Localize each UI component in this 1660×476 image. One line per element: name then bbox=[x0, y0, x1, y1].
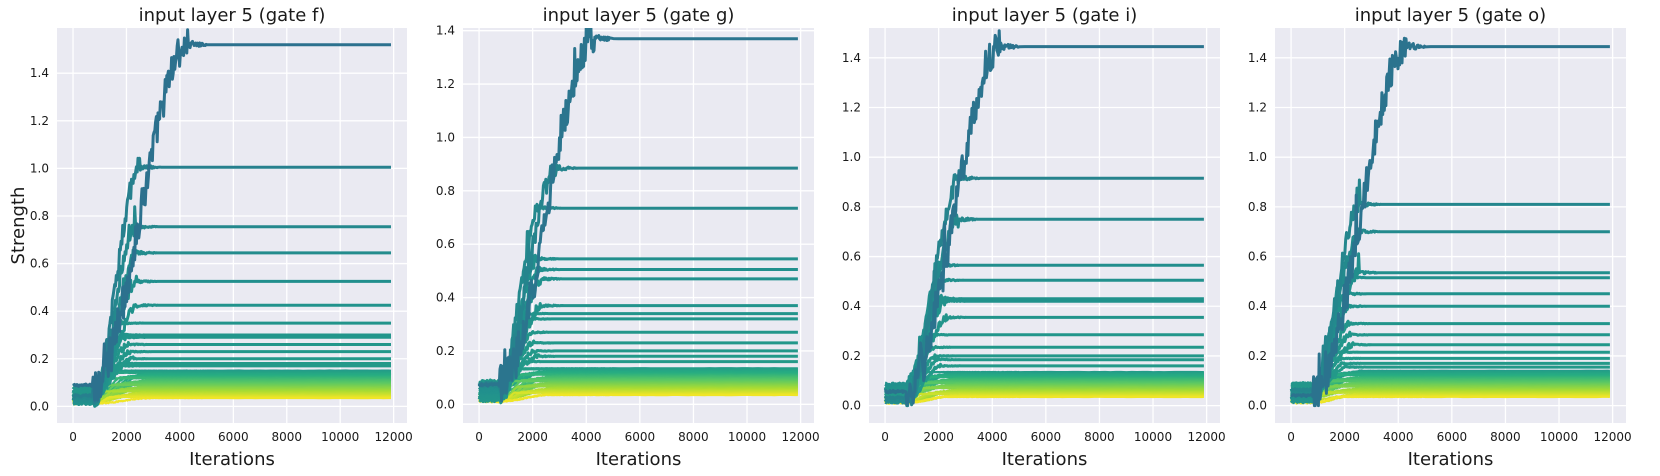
x-tick-label: 10000 bbox=[1134, 430, 1172, 444]
x-tick-label: 12000 bbox=[375, 430, 413, 444]
chart-panel-2: 0 2000 4000 6000 8000 10000 12000 0.0 0.2 0.4 0.6 0… bbox=[436, 5, 820, 470]
y-tick-label: 0.8 bbox=[436, 184, 455, 198]
y-tick-label: 0.6 bbox=[842, 250, 861, 264]
chart-title: input layer 5 (gate f) bbox=[139, 5, 326, 26]
x-tick-label: 2000 bbox=[1329, 430, 1360, 444]
series-group bbox=[883, 29, 1204, 408]
y-tick-label: 0.8 bbox=[842, 200, 861, 214]
chart-panel-4: 0 2000 4000 6000 8000 10000 12000 0.0 0.2 0.4 0.6 0… bbox=[1248, 5, 1632, 470]
x-tick-label: 8000 bbox=[1084, 430, 1115, 444]
series-line bbox=[884, 274, 1204, 391]
y-tick-label: 1.4 bbox=[436, 24, 455, 38]
y-tick-label: 0.2 bbox=[30, 352, 49, 366]
x-tick-label: 12000 bbox=[782, 430, 820, 444]
x-tick-label: 12000 bbox=[1188, 430, 1226, 444]
chart-panel-1: 0 2000 4000 6000 8000 10000 12000 0.0 0.2 0.4 0.6 0… bbox=[8, 5, 413, 470]
y-tick-label: 0.4 bbox=[30, 304, 49, 318]
x-tick-label: 10000 bbox=[728, 430, 766, 444]
series-group bbox=[1289, 36, 1610, 408]
series-line bbox=[1290, 36, 1610, 408]
y-tick-label: 0.6 bbox=[1248, 250, 1267, 264]
x-tick-label: 8000 bbox=[271, 430, 302, 444]
y-tick-label: 0.4 bbox=[842, 299, 861, 313]
x-tick-label: 6000 bbox=[1031, 430, 1062, 444]
x-axis-label: Iterations bbox=[189, 449, 275, 470]
x-tick-label: 4000 bbox=[977, 430, 1008, 444]
x-tick-label: 4000 bbox=[571, 430, 602, 444]
x-tick-label: 8000 bbox=[1490, 430, 1521, 444]
y-tick-label: 1.0 bbox=[842, 150, 861, 164]
y-tick-label: 0.8 bbox=[30, 209, 49, 223]
y-tick-label: 1.2 bbox=[30, 114, 49, 128]
x-tick-label: 4000 bbox=[165, 430, 196, 444]
series-line bbox=[72, 28, 391, 402]
chart-title: input layer 5 (gate i) bbox=[952, 5, 1137, 26]
chart-title: input layer 5 (gate o) bbox=[1355, 5, 1546, 26]
x-axis-label: Iterations bbox=[1002, 449, 1088, 470]
y-tick-label: 0.2 bbox=[436, 344, 455, 358]
x-axis-label: Iterations bbox=[596, 449, 682, 470]
y-tick-label: 0.4 bbox=[1248, 299, 1267, 313]
y-tick-label: 1.2 bbox=[842, 100, 861, 114]
chart-title: input layer 5 (gate g) bbox=[543, 5, 735, 26]
x-tick-label: 0 bbox=[475, 430, 483, 444]
x-tick-label: 6000 bbox=[1437, 430, 1468, 444]
series-line bbox=[72, 396, 391, 406]
x-axis-label: Iterations bbox=[1408, 449, 1494, 470]
y-tick-label: 1.2 bbox=[1248, 100, 1267, 114]
x-tick-label: 10000 bbox=[1540, 430, 1578, 444]
series-group bbox=[71, 28, 392, 408]
series-line bbox=[883, 29, 1204, 406]
x-tick-label: 10000 bbox=[321, 430, 359, 444]
y-tick-label: 0.0 bbox=[30, 399, 49, 413]
x-tick-label: 2000 bbox=[923, 430, 954, 444]
chart-panel-3: 0 2000 4000 6000 8000 10000 12000 0.0 0.2 0.4 0.6 0… bbox=[842, 5, 1226, 470]
y-tick-label: 0.4 bbox=[436, 291, 455, 305]
y-tick-label: 0.2 bbox=[1248, 349, 1267, 363]
x-tick-label: 2000 bbox=[517, 430, 548, 444]
series-group bbox=[477, 28, 798, 405]
y-axis-label: Strength bbox=[8, 187, 29, 265]
y-tick-label: 1.2 bbox=[436, 77, 455, 91]
y-tick-label: 1.4 bbox=[30, 66, 49, 80]
x-tick-label: 0 bbox=[69, 430, 77, 444]
y-tick-label: 0.0 bbox=[842, 399, 861, 413]
y-tick-label: 0.6 bbox=[30, 257, 49, 271]
x-tick-label: 0 bbox=[1287, 430, 1295, 444]
series-line bbox=[478, 330, 798, 404]
x-tick-label: 8000 bbox=[678, 430, 709, 444]
y-tick-label: 0.0 bbox=[1248, 399, 1267, 413]
y-tick-label: 1.4 bbox=[1248, 51, 1267, 65]
x-tick-label: 12000 bbox=[1594, 430, 1632, 444]
x-tick-label: 2000 bbox=[111, 430, 142, 444]
y-tick-label: 0.0 bbox=[436, 397, 455, 411]
y-tick-label: 1.4 bbox=[842, 51, 861, 65]
y-tick-label: 0.8 bbox=[1248, 200, 1267, 214]
y-tick-label: 1.0 bbox=[436, 130, 455, 144]
y-tick-label: 0.6 bbox=[436, 237, 455, 251]
x-tick-label: 0 bbox=[881, 430, 889, 444]
y-tick-label: 1.0 bbox=[1248, 150, 1267, 164]
series-line bbox=[478, 393, 798, 404]
x-tick-label: 6000 bbox=[625, 430, 656, 444]
x-tick-label: 4000 bbox=[1383, 430, 1414, 444]
x-tick-label: 6000 bbox=[218, 430, 249, 444]
y-tick-label: 0.2 bbox=[842, 349, 861, 363]
y-tick-label: 1.0 bbox=[30, 161, 49, 175]
series-line bbox=[477, 28, 798, 403]
